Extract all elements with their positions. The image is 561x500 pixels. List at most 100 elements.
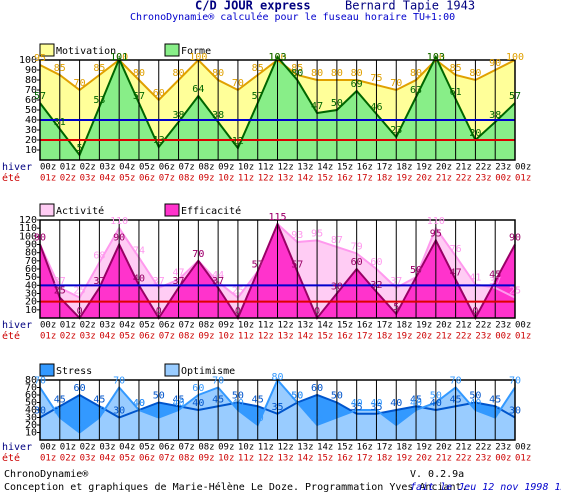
data-label: 60 <box>74 383 86 394</box>
data-label: 20 <box>469 128 481 139</box>
hour-label: 18z <box>396 321 412 331</box>
data-label: 110 <box>110 216 128 227</box>
hour-label: 02z <box>80 443 96 453</box>
data-label: 50 <box>430 391 442 402</box>
y-tick-label: 70 <box>25 85 37 96</box>
hour-label-ete: 22z <box>456 454 472 464</box>
data-label: 40 <box>370 398 382 409</box>
hour-label-ete: 07z <box>159 174 175 184</box>
y-tick-label: 90 <box>25 240 37 251</box>
hour-label-ete: 12z <box>258 174 274 184</box>
hour-label: 11z <box>258 163 274 173</box>
data-label: 50 <box>291 391 303 402</box>
data-label: 80 <box>212 68 224 79</box>
hour-label-ete: 15z <box>317 332 333 342</box>
data-label: 61 <box>450 87 462 98</box>
data-label: 47 <box>173 268 185 279</box>
hour-label: 13z <box>297 443 313 453</box>
row-label: été <box>2 452 20 464</box>
hour-label-ete: 00z <box>495 174 511 184</box>
hour-label: 19z <box>416 163 432 173</box>
hour-label-ete: 02z <box>60 454 76 464</box>
hour-label: 21z <box>456 443 472 453</box>
data-label: 31 <box>54 117 66 128</box>
data-label: 70 <box>232 78 244 89</box>
hour-label-ete: 12z <box>258 332 274 342</box>
hour-label-ete: 20z <box>416 454 432 464</box>
hour-label: 20z <box>436 163 452 173</box>
data-label: 37 <box>212 276 224 287</box>
data-label: 45 <box>93 394 105 405</box>
data-label: 0 <box>314 306 320 317</box>
hour-label-ete: 18z <box>376 454 392 464</box>
person: Bernard Tapie 1943 <box>345 0 475 13</box>
data-label: 20 <box>390 413 402 424</box>
data-label: 37 <box>390 276 402 287</box>
data-label: 70 <box>212 376 224 387</box>
y-tick-label: 10 <box>25 428 37 439</box>
hour-label: 10z <box>238 443 254 453</box>
data-label: 70 <box>74 78 86 89</box>
legend-swatch <box>39 43 55 57</box>
data-label: 38 <box>173 110 185 121</box>
hour-label: 07z <box>179 443 195 453</box>
hour-label-ete: 05z <box>119 332 135 342</box>
data-label: 35 <box>370 402 382 413</box>
data-label: 60 <box>351 257 363 268</box>
data-label: 30 <box>489 406 501 417</box>
hour-label: 09z <box>218 163 234 173</box>
hour-label-ete: 01z <box>515 454 531 464</box>
data-label: 23 <box>390 125 402 136</box>
hour-label-ete: 13z <box>278 454 294 464</box>
hour-label-ete: 21z <box>436 332 452 342</box>
data-label: 40 <box>192 398 204 409</box>
hour-label-ete: 03z <box>80 332 96 342</box>
data-label: 85 <box>252 63 264 74</box>
data-label: 40 <box>351 398 363 409</box>
hour-label: 07z <box>179 321 195 331</box>
data-label: 40 <box>133 398 145 409</box>
data-label: 80 <box>173 68 185 79</box>
hour-label-ete: 10z <box>218 454 234 464</box>
hour-label: 01z <box>60 163 76 173</box>
y-tick-label: 80 <box>25 375 37 386</box>
data-label: 85 <box>54 63 66 74</box>
data-label: 80 <box>311 68 323 79</box>
hour-label-ete: 17z <box>357 454 373 464</box>
hour-label: 05z <box>139 443 155 453</box>
hour-label-ete: 13z <box>278 174 294 184</box>
data-label: 100 <box>427 52 445 63</box>
hour-label: 00z <box>515 321 531 331</box>
hour-label: 17z <box>376 321 392 331</box>
data-label: 45 <box>212 394 224 405</box>
data-label: 5 <box>393 302 399 313</box>
data-label: 45 <box>54 394 66 405</box>
data-label: 69 <box>351 79 363 90</box>
legend-swatch <box>164 203 180 217</box>
data-label: 0 <box>235 306 241 317</box>
hour-label-ete: 17z <box>357 332 373 342</box>
data-label: 103 <box>268 52 286 63</box>
title: C/D JOUR express <box>195 0 311 13</box>
data-label: 101 <box>110 52 128 63</box>
data-label: 37 <box>93 276 105 287</box>
data-label: 30 <box>331 282 343 293</box>
data-label: 90 <box>34 233 46 244</box>
hour-label-ete: 05z <box>119 454 135 464</box>
hour-label: 15z <box>337 163 353 173</box>
hour-label: 18z <box>396 443 412 453</box>
hour-label: 05z <box>139 163 155 173</box>
data-label: 93 <box>291 230 303 241</box>
hour-label-ete: 01z <box>515 332 531 342</box>
hour-label-ete: 10z <box>218 332 234 342</box>
hour-label: 03z <box>99 321 115 331</box>
data-label: 53 <box>93 95 105 106</box>
hour-label: 01z <box>60 443 76 453</box>
data-label: 79 <box>351 241 363 252</box>
data-label: 40 <box>410 398 422 409</box>
data-label: 57 <box>252 259 264 270</box>
data-label: 45 <box>252 394 264 405</box>
legend-label: Optimisme <box>181 366 235 377</box>
hour-label-ete: 23z <box>475 174 491 184</box>
